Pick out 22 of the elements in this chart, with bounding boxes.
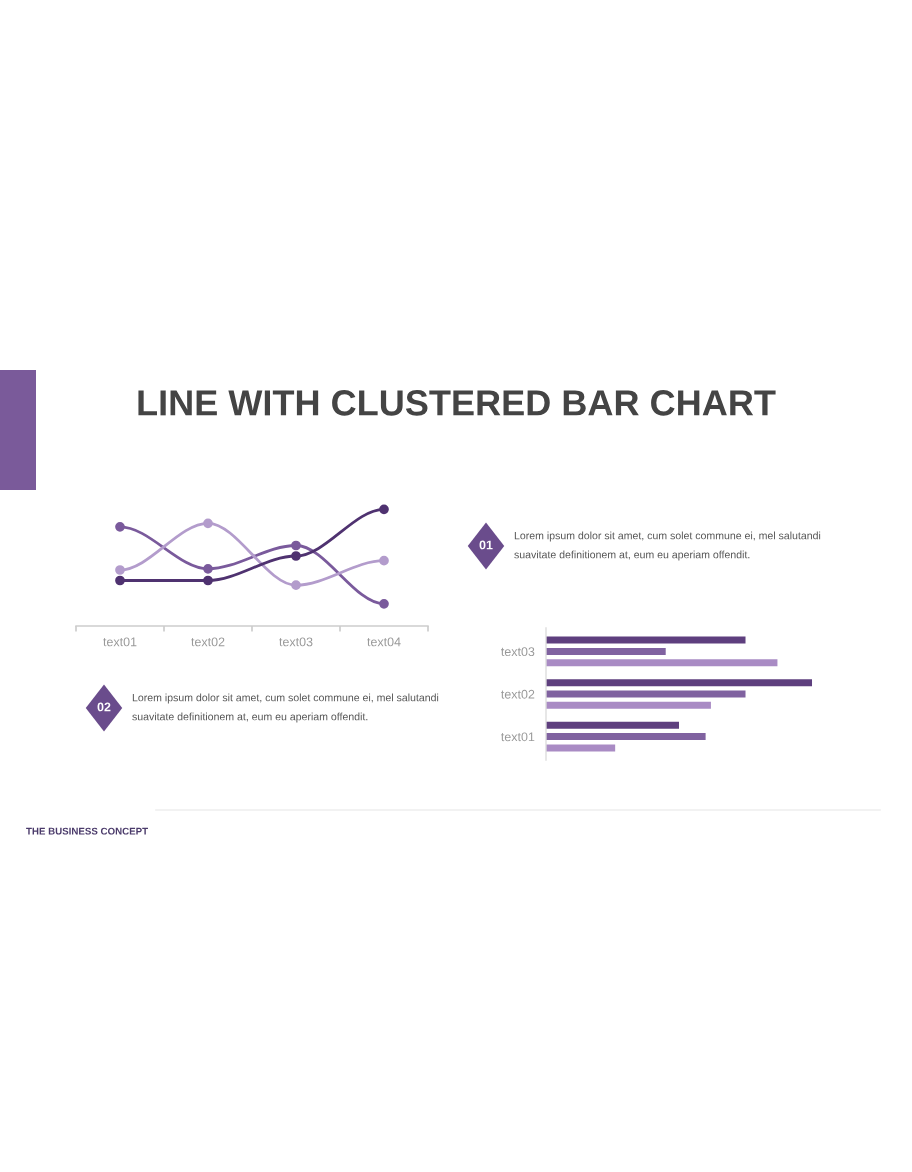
- point: [291, 551, 301, 561]
- bar: [546, 721, 680, 729]
- point: [203, 563, 213, 574]
- point: [379, 598, 389, 609]
- bar: [546, 744, 616, 752]
- bar: [546, 636, 746, 644]
- bar: [546, 659, 778, 667]
- bar: [546, 647, 666, 655]
- chart-title: LINE WITH CLUSTERED BAR CHART: [138, 390, 776, 416]
- bar: [546, 701, 711, 709]
- point: [379, 555, 389, 566]
- point: [291, 580, 301, 591]
- point: [203, 518, 213, 529]
- bar: [546, 679, 813, 687]
- bar: [546, 733, 706, 741]
- bar: [546, 690, 746, 698]
- point: [115, 521, 125, 532]
- point: [379, 504, 389, 515]
- point: [203, 575, 213, 586]
- point: [291, 540, 301, 551]
- point: [115, 575, 125, 586]
- point: [115, 565, 125, 575]
